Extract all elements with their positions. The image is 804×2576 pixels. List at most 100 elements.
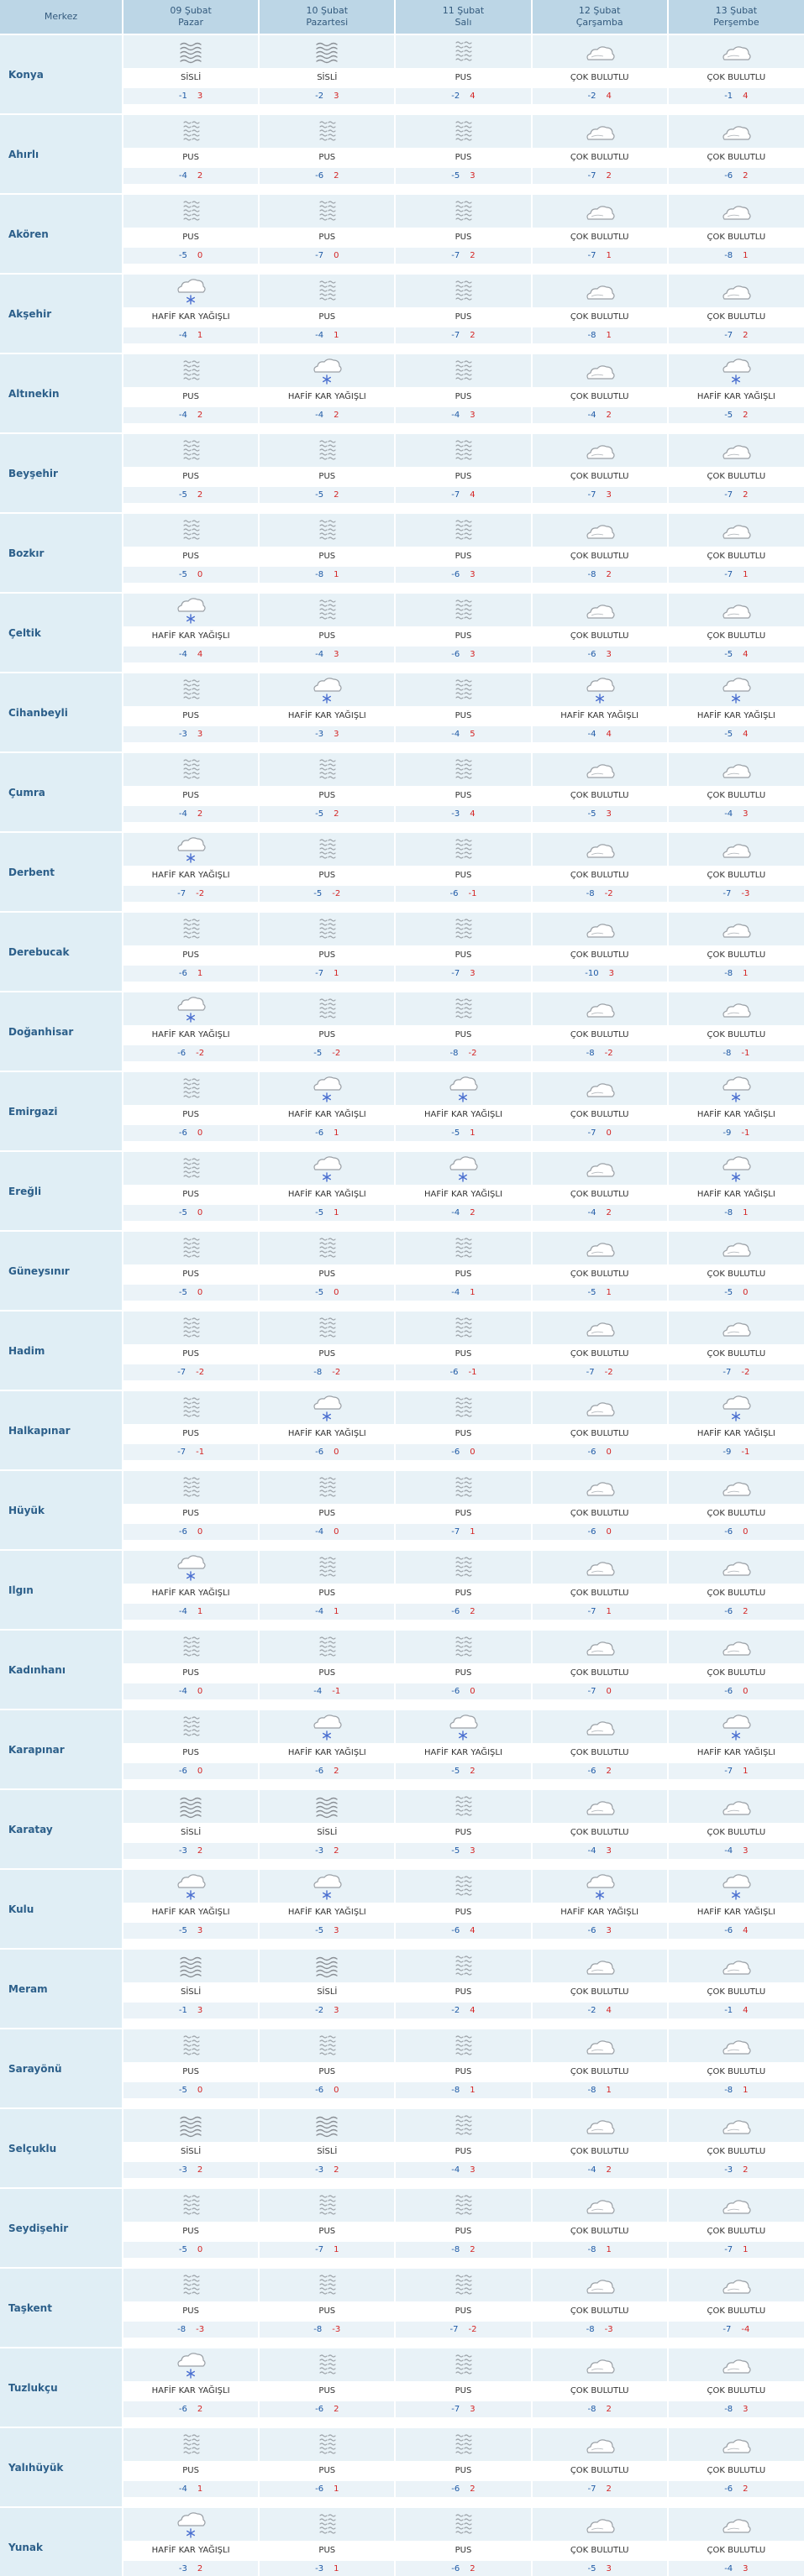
weather-icon-box <box>396 1312 531 1344</box>
condition-label: ÇOK BULUTLU <box>668 866 804 886</box>
forecast-cell: SİSLİ -3 2 <box>123 2109 260 2187</box>
temperature-range: -3 2 <box>123 2561 259 2576</box>
forecast-cell: ÇOK BULUTLU -6 3 <box>531 594 669 672</box>
haze-icon <box>174 1713 208 1741</box>
max-temp: 2 <box>470 1607 476 1616</box>
cell-spacer <box>123 1301 259 1310</box>
max-temp: 3 <box>470 1846 476 1856</box>
max-temp: 2 <box>606 1208 612 1217</box>
forecast-cell-body: HAFİF KAR YAĞIŞLI -5 4 <box>668 673 804 751</box>
haze-icon <box>174 197 208 226</box>
cloud-icon <box>719 995 753 1024</box>
max-temp: 2 <box>743 490 749 500</box>
condition-label: PUS <box>260 1344 395 1364</box>
cell-spacer <box>123 1699 259 1709</box>
weather-icon-box <box>532 1710 667 1743</box>
forecast-cell-body: ÇOK BULUTLU -1 4 <box>668 1950 804 2028</box>
max-temp: -3 <box>196 2325 205 2334</box>
weather-icon-box <box>668 1790 804 1823</box>
cell-spacer <box>668 982 804 991</box>
temperature-range: -5 -2 <box>260 886 395 902</box>
forecast-cell-body: HAFİF KAR YAĞIŞLI -4 1 <box>123 275 259 353</box>
forecast-cell: SİSLİ -1 3 <box>123 35 260 113</box>
min-temp: -5 <box>315 490 324 500</box>
forecast-cell: ÇOK BULUTLU -1 4 <box>668 35 804 113</box>
header-day-5: 13 Şubat Perşembe <box>667 0 804 34</box>
temperature-range: -6 -2 <box>123 1045 259 1061</box>
forecast-cell: PUS -7 1 <box>259 913 397 991</box>
city-name: Ereğli <box>0 1152 123 1230</box>
forecast-cell-body: PUS -6 2 <box>396 2508 531 2576</box>
row-gap-cell <box>0 751 804 753</box>
forecast-cell-body: HAFİF KAR YAĞIŞLI -4 4 <box>532 673 667 751</box>
min-temp: -3 <box>178 1846 187 1856</box>
temperature-range: -4 1 <box>396 1285 531 1301</box>
header-weekday: Pazartesi <box>306 17 349 28</box>
forecast-cell: PUS -5 2 <box>259 434 397 512</box>
forecast-cell: PUS -8 1 <box>259 514 397 592</box>
forecast-cell-body: PUS -5 0 <box>123 1232 259 1310</box>
weather-icon-box <box>123 673 259 706</box>
condition-label: PUS <box>123 547 259 567</box>
condition-label: SİSLİ <box>123 1823 259 1843</box>
max-temp: -1 <box>741 1448 750 1457</box>
forecast-cell: PUS -5 0 <box>123 2029 260 2107</box>
condition-label: PUS <box>260 2301 395 2322</box>
forecast-cell-body: PUS -6 1 <box>123 913 259 991</box>
cell-spacer <box>123 1141 259 1150</box>
haze-icon <box>446 676 480 704</box>
haze-icon <box>446 197 480 226</box>
condition-label: ÇOK BULUTLU <box>532 2222 667 2242</box>
forecast-cell-body: PUS -6 0 <box>260 2029 395 2107</box>
weather-icon-box <box>123 1471 259 1504</box>
row-gap-cell <box>0 193 804 195</box>
max-temp: 1 <box>334 570 339 579</box>
table-row: Kadınhanı PUS -4 0 PUS -4 -1 PUS -6 0 ÇOK BULUTLU -… <box>0 1631 804 1709</box>
min-temp: -6 <box>587 1448 596 1457</box>
condition-label: HAFİF KAR YAĞIŞLI <box>532 706 667 726</box>
min-temp: -3 <box>178 2165 187 2175</box>
forecast-cell: PUS -5 -2 <box>259 992 397 1071</box>
weather-icon-box <box>260 2508 395 2541</box>
condition-label: PUS <box>396 2222 531 2242</box>
forecast-cell: PUS -7 2 <box>395 195 533 273</box>
forecast-cell: PUS -7 -2 <box>123 1312 260 1390</box>
cloud-icon <box>583 197 617 226</box>
forecast-cell-body: ÇOK BULUTLU -8 -2 <box>532 833 667 911</box>
cell-spacer <box>260 1779 395 1788</box>
cloud-icon <box>719 915 753 944</box>
forecast-cell-body: ÇOK BULUTLU -5 0 <box>668 1232 804 1310</box>
condition-label: PUS <box>260 1663 395 1683</box>
snow-cloud-icon <box>310 1713 344 1741</box>
forecast-cell-body: ÇOK BULUTLU -8 -1 <box>668 992 804 1071</box>
temperature-range: -4 3 <box>668 1843 804 1859</box>
temperature-range: -5 2 <box>260 487 395 503</box>
forecast-cell-body: ÇOK BULUTLU -3 2 <box>668 2109 804 2187</box>
condition-label: ÇOK BULUTLU <box>532 2381 667 2401</box>
cloud-icon <box>719 1474 753 1502</box>
forecast-cell: HAFİF KAR YAĞIŞLI -4 1 <box>123 275 260 353</box>
table-row: Ahırlı PUS -4 2 PUS -6 2 PUS -5 3 ÇOK BULUTLU -7 2 ÇO… <box>0 115 804 193</box>
temperature-range: -6 1 <box>123 966 259 982</box>
temperature-range: -5 0 <box>668 1285 804 1301</box>
cell-spacer <box>123 583 259 592</box>
snow-cloud-icon <box>310 1872 344 1901</box>
condition-label: PUS <box>260 1264 395 1285</box>
condition-label: PUS <box>396 1823 531 1843</box>
forecast-cell: ÇOK BULUTLU -2 4 <box>531 1950 669 2028</box>
cell-spacer <box>668 343 804 353</box>
weather-icon-box <box>123 2508 259 2541</box>
city-name: Yunak <box>0 2508 123 2576</box>
max-temp: 3 <box>470 2405 476 2414</box>
condition-label: PUS <box>260 626 395 647</box>
min-temp: -6 <box>724 1527 733 1537</box>
cell-spacer <box>532 264 667 273</box>
forecast-cell: PUS -4 1 <box>395 1232 533 1310</box>
weather-icon-box <box>123 2269 259 2301</box>
max-temp: 2 <box>334 1846 339 1856</box>
max-temp: -2 <box>332 1368 341 1377</box>
min-temp: -7 <box>586 1368 595 1377</box>
temperature-range: -2 4 <box>396 2003 531 2018</box>
forecast-cell-body: PUS -4 0 <box>123 1631 259 1709</box>
cloud-icon <box>719 38 753 66</box>
